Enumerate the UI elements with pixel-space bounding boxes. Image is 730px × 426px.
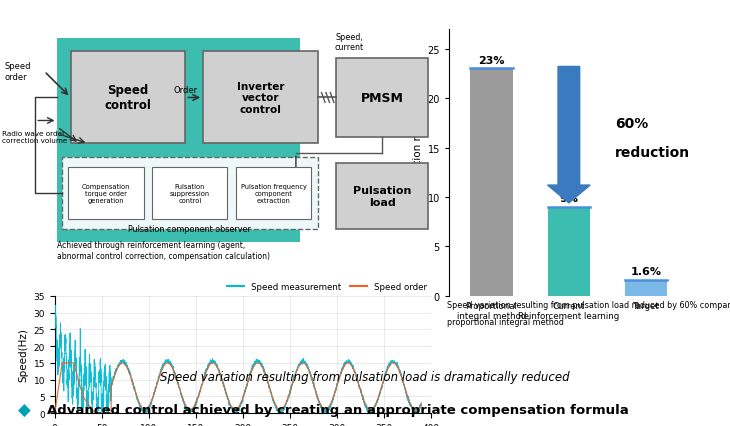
Text: Speed,
current: Speed, current [334, 33, 364, 52]
Text: reduction: reduction [615, 146, 691, 160]
Legend: Speed measurement, Speed order: Speed measurement, Speed order [223, 279, 430, 295]
Text: 1.6%: 1.6% [631, 267, 661, 277]
Text: Order: Order [174, 86, 198, 95]
Bar [470, 69, 512, 296]
FancyBboxPatch shape [237, 167, 312, 220]
FancyBboxPatch shape [336, 59, 429, 138]
Text: Speed
order: Speed order [4, 62, 31, 82]
FancyBboxPatch shape [69, 167, 144, 220]
Text: Advanced control achieved by creating an appropriate compensation formula: Advanced control achieved by creating an… [47, 403, 629, 416]
Text: Pulsation
load: Pulsation load [353, 186, 411, 207]
FancyBboxPatch shape [58, 39, 300, 242]
Y-axis label: Speed variation rate(%): Speed variation rate(%) [413, 101, 423, 225]
Text: PMSM: PMSM [361, 92, 404, 105]
Text: proportional integral method: proportional integral method [447, 317, 564, 326]
FancyBboxPatch shape [203, 52, 318, 144]
Text: Speed
control: Speed control [104, 84, 152, 112]
Text: 23%: 23% [478, 56, 504, 66]
Text: Speed variation resulting from pulsation load is dramatically reduced: Speed variation resulting from pulsation… [160, 371, 570, 383]
Text: Speed variation resulting from pulsation load reduced by 60% compared to common: Speed variation resulting from pulsation… [447, 300, 730, 309]
Bar [548, 207, 590, 296]
FancyBboxPatch shape [62, 157, 318, 230]
Text: 60%: 60% [615, 117, 648, 130]
FancyArrow shape [548, 67, 590, 203]
Text: Pulsation
suppression
control: Pulsation suppression control [170, 183, 210, 203]
Text: Compensation
torque order
generation: Compensation torque order generation [82, 183, 130, 203]
Text: Inverter
vector
control: Inverter vector control [237, 82, 284, 115]
Text: 9%: 9% [559, 194, 578, 204]
Text: Pulsation component observer: Pulsation component observer [128, 225, 251, 233]
FancyBboxPatch shape [336, 164, 429, 230]
Text: Pulsation frequency
component
extraction: Pulsation frequency component extraction [241, 183, 307, 203]
Text: ◆: ◆ [18, 401, 31, 419]
FancyBboxPatch shape [71, 52, 185, 144]
Bar [625, 280, 667, 296]
Text: Achieved through reinforcement learning (agent,
abnormal control correction, com: Achieved through reinforcement learning … [58, 241, 270, 260]
Text: Radio wave order
correction volume: Radio wave order correction volume [2, 131, 68, 144]
Y-axis label: Speed(Hz): Speed(Hz) [18, 328, 28, 382]
FancyBboxPatch shape [153, 167, 228, 220]
